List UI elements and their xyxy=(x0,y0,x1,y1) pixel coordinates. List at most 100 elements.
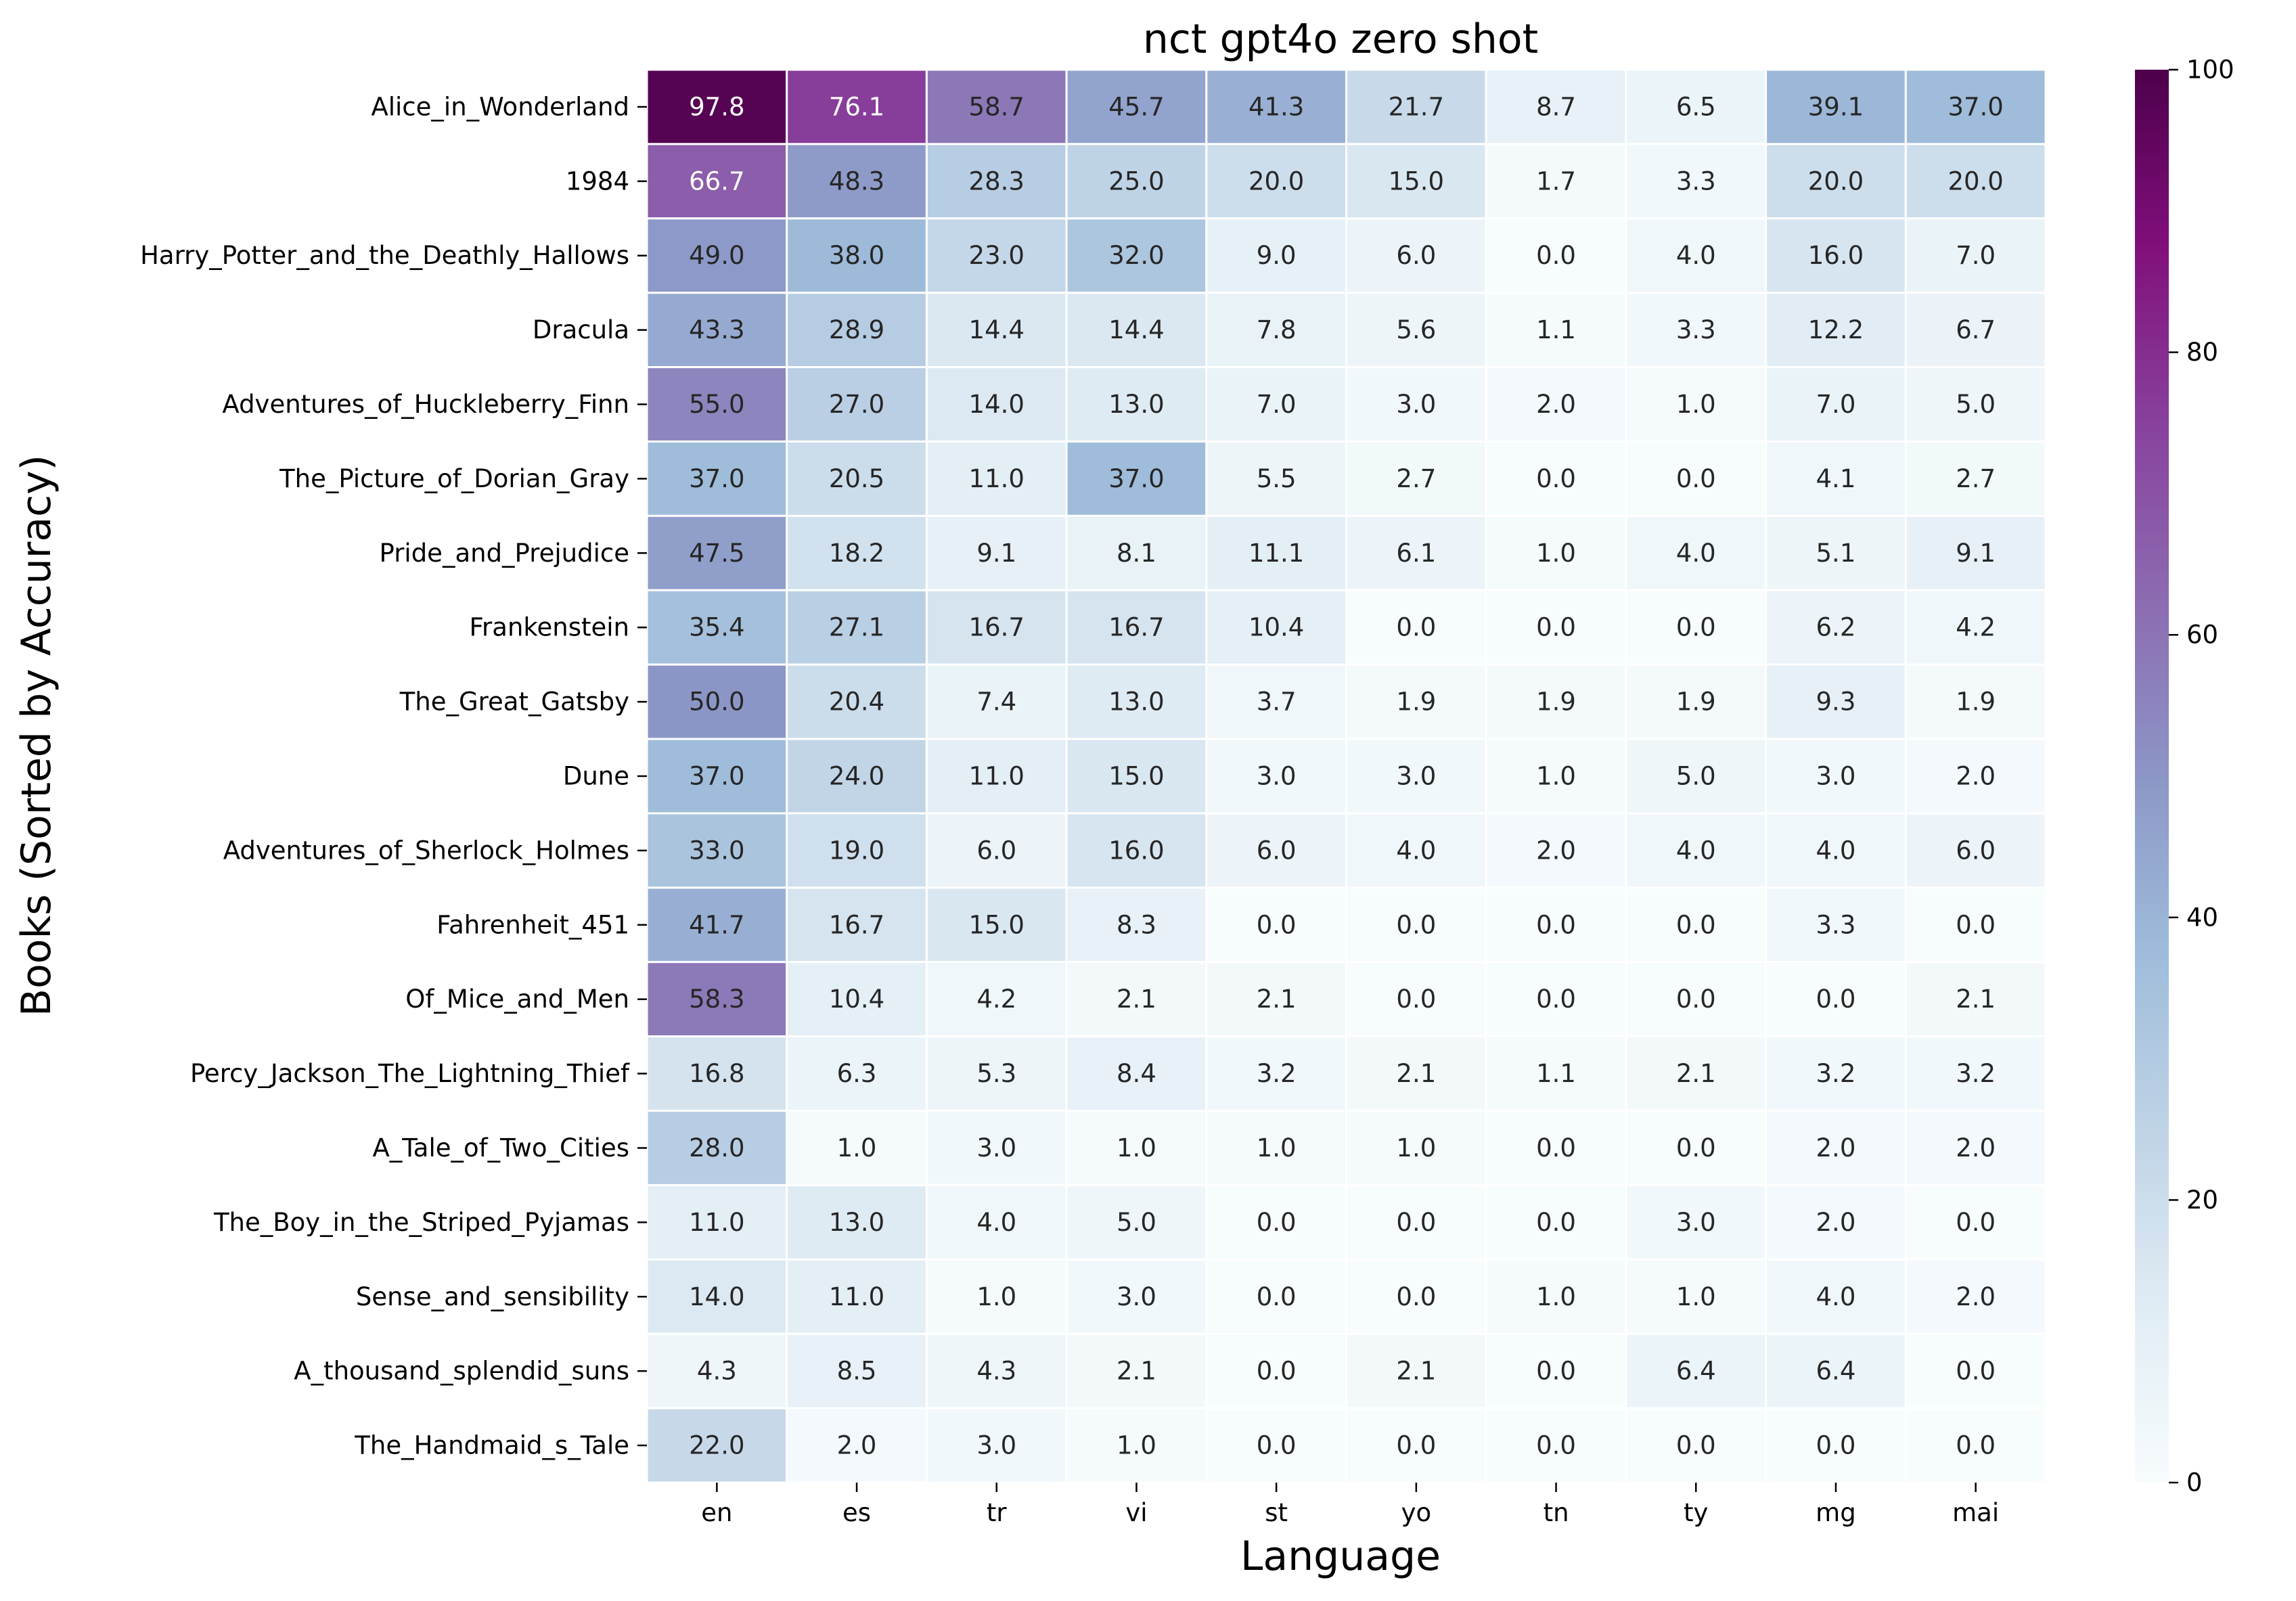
heatmap-cell xyxy=(1205,366,1348,443)
cell-value-label: 6.1 xyxy=(1396,539,1436,568)
cell-value-label: 3.2 xyxy=(1257,1059,1297,1088)
cell-value-label: 4.2 xyxy=(1956,613,1996,642)
heatmap-cell xyxy=(1065,1035,1208,1112)
cell-value-label: 15.0 xyxy=(969,910,1025,939)
heatmap-cell xyxy=(1904,589,2047,666)
cell-value-label: 2.1 xyxy=(1257,985,1297,1014)
y-tick-label: Adventures_of_Sherlock_Holmes xyxy=(223,836,629,865)
cell-value-label: 2.0 xyxy=(1536,390,1576,419)
cell-value-label: 4.0 xyxy=(1676,836,1716,865)
cell-value-label: 3.0 xyxy=(1816,762,1856,791)
heatmap-cell xyxy=(1904,812,2047,889)
cell-value-label: 1.0 xyxy=(1676,390,1716,419)
cell-value-label: 7.4 xyxy=(976,687,1016,717)
heatmap-cell xyxy=(1625,1407,1768,1484)
cell-value-label: 18.2 xyxy=(829,539,884,568)
heatmap-cell-labels: 97.8 76.1 58.7 45.7 41.3 21.7 8.7 6.5 39.1 37.0 66… xyxy=(689,92,2004,1460)
y-axis: Alice_in_Wonderland 1984 Harry_Potter_and_… xyxy=(140,92,647,1460)
heatmap-cell xyxy=(1485,589,1627,666)
heatmap-cell xyxy=(1765,1332,1907,1410)
heatmap-cell xyxy=(646,1183,788,1261)
cell-value-label: 1.0 xyxy=(1536,762,1576,791)
x-tick-label: en xyxy=(701,1498,732,1527)
colorbar: 0 20 40 60 80 100 xyxy=(2135,55,2234,1497)
cell-value-label: 49.0 xyxy=(689,241,744,270)
cell-value-label: 27.0 xyxy=(829,390,884,419)
heatmap-cell xyxy=(786,68,928,145)
cell-value-label: 16.8 xyxy=(689,1059,744,1088)
cell-value-label: 13.0 xyxy=(1108,687,1164,717)
colorbar-tick-label: 0 xyxy=(2186,1468,2203,1497)
cell-value-label: 9.1 xyxy=(976,539,1016,568)
colorbar-tick-label: 60 xyxy=(2186,621,2218,650)
cell-value-label: 45.7 xyxy=(1108,92,1164,121)
heatmap-cell xyxy=(1345,961,1487,1038)
heatmap-cell xyxy=(1345,514,1487,591)
cell-value-label: 20.0 xyxy=(1248,166,1304,196)
cell-value-label: 1.0 xyxy=(1257,1133,1297,1163)
heatmap-cell xyxy=(925,886,1068,964)
cell-value-label: 0.0 xyxy=(1956,1357,1996,1386)
heatmap-cell xyxy=(1065,589,1208,666)
cell-value-label: 0.0 xyxy=(1956,910,1996,939)
heatmap-cell xyxy=(1904,1183,2047,1261)
heatmap-cell xyxy=(1765,1407,1907,1484)
x-axis-title: Language xyxy=(1240,1533,1441,1580)
cell-value-label: 0.0 xyxy=(1257,1357,1297,1386)
cell-value-label: 1.0 xyxy=(1676,1282,1716,1311)
cell-value-label: 13.0 xyxy=(1108,390,1164,419)
cell-value-label: 66.7 xyxy=(689,166,744,196)
heatmap-cell xyxy=(1345,143,1487,220)
y-tick-label: Adventures_of_Huckleberry_Finn xyxy=(222,390,629,419)
heatmap-cell xyxy=(1485,1332,1627,1410)
heatmap-cell xyxy=(646,440,788,517)
cell-value-label: 4.3 xyxy=(976,1357,1016,1386)
cell-value-label: 3.0 xyxy=(976,1133,1016,1163)
cell-value-label: 6.5 xyxy=(1676,92,1716,121)
heatmap-cell xyxy=(646,68,788,145)
cell-value-label: 1.0 xyxy=(1536,539,1576,568)
heatmap-cell xyxy=(1485,961,1627,1038)
heatmap-cell xyxy=(1485,738,1627,815)
cell-value-label: 8.1 xyxy=(1117,539,1156,568)
heatmap-cell xyxy=(925,663,1068,740)
heatmap-cell xyxy=(1625,663,1768,740)
cell-value-label: 43.3 xyxy=(689,315,744,344)
cell-value-label: 3.3 xyxy=(1676,166,1716,196)
cell-value-label: 0.0 xyxy=(1536,613,1576,642)
heatmap-cell xyxy=(1205,1035,1348,1112)
heatmap-cell xyxy=(786,812,928,889)
x-axis: en es tr vi st yo tn ty mg mai xyxy=(701,1483,1999,1527)
cell-value-label: 20.5 xyxy=(829,464,884,493)
cell-value-label: 5.0 xyxy=(1117,1208,1156,1237)
cell-value-label: 6.0 xyxy=(1257,836,1297,865)
cell-value-label: 0.0 xyxy=(1816,985,1856,1014)
y-tick-label: Alice_in_Wonderland xyxy=(371,92,629,121)
cell-value-label: 7.0 xyxy=(1956,241,1996,270)
cell-value-label: 0.0 xyxy=(1816,1431,1856,1460)
y-tick-label: The_Handmaid_s_Tale xyxy=(354,1431,629,1460)
cell-value-label: 2.1 xyxy=(1117,1357,1156,1386)
heatmap-cell xyxy=(1765,886,1907,964)
x-tick-label: tn xyxy=(1544,1498,1569,1527)
cell-value-label: 0.0 xyxy=(1396,1208,1436,1237)
heatmap-cell xyxy=(1205,589,1348,666)
heatmap-cell xyxy=(1904,886,2047,964)
cell-value-label: 6.0 xyxy=(976,836,1016,865)
cell-value-label: 9.1 xyxy=(1956,539,1996,568)
cell-value-label: 3.0 xyxy=(1117,1282,1156,1311)
cell-value-label: 25.0 xyxy=(1108,166,1164,196)
heatmap-cell xyxy=(925,1332,1068,1410)
cell-value-label: 2.0 xyxy=(1816,1133,1856,1163)
heatmap-cell xyxy=(925,440,1068,517)
cell-value-label: 9.3 xyxy=(1816,687,1856,717)
cell-value-label: 7.0 xyxy=(1816,390,1856,419)
cell-value-label: 4.0 xyxy=(1816,1282,1856,1311)
cell-value-label: 0.0 xyxy=(1396,1431,1436,1460)
heatmap-cell xyxy=(646,1035,788,1112)
cell-value-label: 2.0 xyxy=(1816,1208,1856,1237)
cell-value-label: 22.0 xyxy=(689,1431,744,1460)
cell-value-label: 4.1 xyxy=(1816,464,1856,493)
heatmap-cell xyxy=(1065,663,1208,740)
heatmap-cell xyxy=(1625,143,1768,220)
